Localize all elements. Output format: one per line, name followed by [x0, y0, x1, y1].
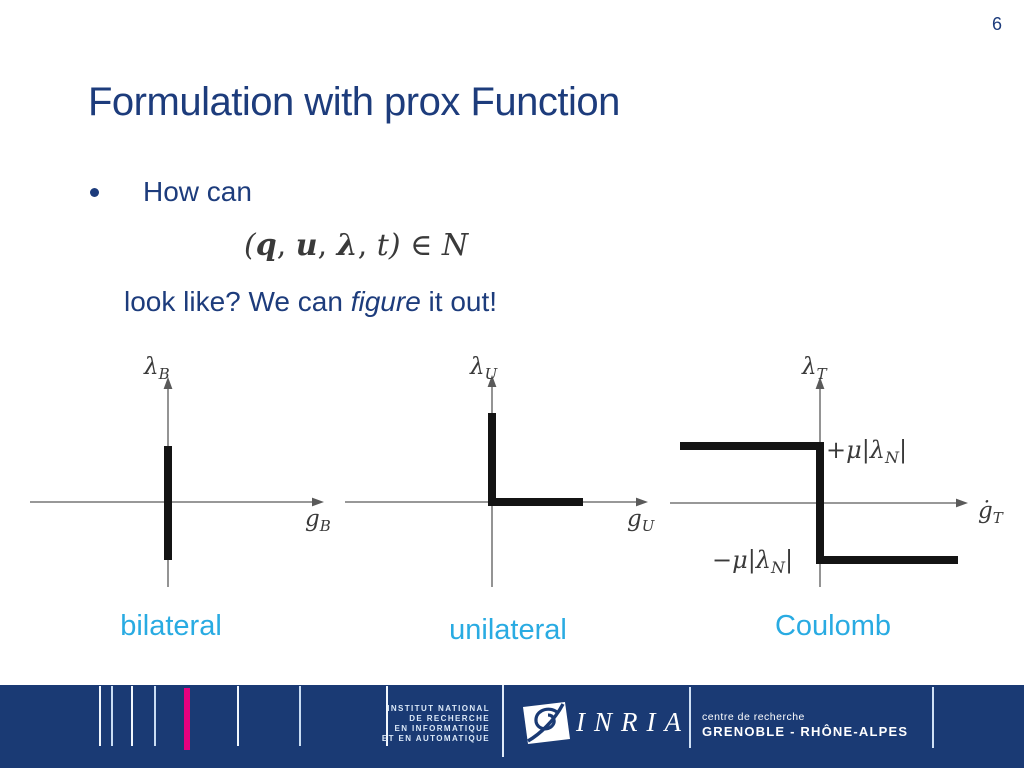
page-number: 6 [991, 14, 1002, 34]
institute-line: DE RECHERCHE [409, 714, 490, 723]
institute-name-block: INSTITUT NATIONAL DE RECHERCHE EN INFORM… [300, 704, 490, 744]
slide-title: Formulation with prox Function [88, 80, 620, 124]
outro-pre: look like? We can [124, 286, 351, 317]
bilateral-y-label: λB [143, 354, 170, 383]
formula-open: ( [244, 228, 256, 263]
formula-t: t [376, 228, 389, 263]
institute-line: INSTITUT NATIONAL [387, 704, 490, 713]
math-formula: (q, u, λ, t) ∈ N [244, 228, 468, 263]
bullet-icon [90, 188, 99, 197]
bilateral-x-label: gB [305, 506, 331, 535]
footer-bar: INSTITUT NATIONAL DE RECHERCHE EN INFORM… [0, 685, 1024, 768]
footer-barcode-line [111, 686, 113, 746]
formula-sep3: , [357, 228, 377, 263]
inria-brand-text: INRIA [576, 707, 690, 737]
formula-close: ) [388, 228, 411, 263]
formula-sep2: , [317, 228, 337, 263]
outro-post: it out! [420, 286, 498, 317]
footer-barcode-line [154, 686, 156, 746]
centre-block: centre de recherche GRENOBLE - RHÔNE-ALP… [702, 711, 908, 739]
formula-q: q [255, 228, 277, 263]
institute-line: ET EN AUTOMATIQUE [381, 734, 490, 743]
coulomb-lower-annotation: −μ|λN| [712, 546, 793, 577]
centre-name: GRENOBLE - RHÔNE-ALPES [702, 724, 909, 739]
footer-magenta-line [184, 688, 190, 750]
element-of-symbol: ∈ [410, 228, 433, 263]
unilateral-graph: λU gU [345, 354, 656, 587]
coulomb-upper-annotation: +μ|λN| [826, 436, 907, 467]
unilateral-y-arrow-icon [487, 375, 497, 387]
inria-logo-icon [523, 702, 570, 744]
footer-barcode-line-tall [502, 685, 504, 757]
formula-sep1: , [276, 228, 296, 263]
coulomb-x-label: ġT [978, 498, 1004, 527]
unilateral-x-label: gU [627, 506, 656, 535]
footer-barcode-line [237, 686, 239, 746]
coulomb-y-arrow-icon [815, 377, 825, 389]
footer-divider [689, 687, 691, 748]
institute-line: EN INFORMATIQUE [394, 724, 490, 733]
coulomb-graph: λT ġT +μ|λN| −μ|λN| [670, 354, 1004, 587]
formula-u: u [295, 228, 318, 263]
bilateral-x-arrow-icon [312, 497, 324, 507]
formula-set-n: N [432, 228, 469, 263]
caption-unilateral: unilateral [449, 614, 567, 646]
caption-coulomb: Coulomb [774, 610, 892, 642]
inria-logo-spiral [534, 707, 560, 731]
coulomb-x-arrow-icon [956, 498, 968, 508]
unilateral-x-arrow-icon [636, 497, 648, 507]
coulomb-y-label: λT [801, 354, 828, 383]
bullet-intro-text: How can [143, 176, 252, 207]
footer-barcode-line [131, 686, 133, 746]
footer-barcode-line [386, 686, 388, 746]
footer-divider [932, 687, 934, 748]
footer-barcode-line [299, 686, 301, 746]
bullet-outro-text: look like? We can figure it out! [124, 286, 497, 318]
bilateral-y-arrow-icon [163, 377, 173, 389]
centre-label: centre de recherche [702, 711, 805, 723]
formula-lambda: λ [336, 228, 358, 263]
outro-figure-word: figure [350, 286, 421, 317]
bilateral-graph: λB gB [30, 354, 331, 587]
footer-barcode-line [99, 686, 101, 746]
inria-logo-swoosh [527, 703, 565, 743]
caption-bilateral: bilateral [120, 610, 222, 642]
unilateral-y-label: λU [469, 354, 499, 383]
